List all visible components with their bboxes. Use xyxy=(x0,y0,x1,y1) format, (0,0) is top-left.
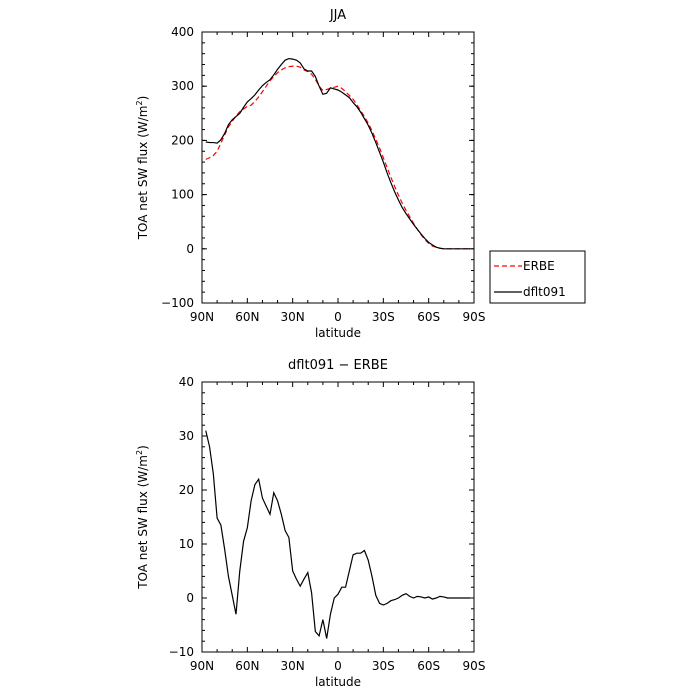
legend-entry-dflt091: dflt091 xyxy=(523,285,566,299)
y-tick-label: 300 xyxy=(171,79,194,93)
chart-title: JJA xyxy=(329,8,346,23)
y-axis-label-close: ) xyxy=(136,445,150,450)
y-tick-label: 40 xyxy=(179,375,194,389)
x-tick-label: 90N xyxy=(190,659,214,673)
y-tick-label: 10 xyxy=(179,537,194,551)
y-axis-label: TOA net SW flux (W/m2) xyxy=(135,96,150,241)
y-axis-label: TOA net SW flux (W/m2) xyxy=(135,445,150,590)
legend-box xyxy=(489,250,586,304)
chart-panel-1: 90N 60N 30N 0 30S 60S 90S −100 0 100 200 300 400 JJA l… xyxy=(135,8,586,340)
y-tick-label: −100 xyxy=(161,296,194,310)
x-axis-label: latitude xyxy=(315,326,361,340)
legend-entry-erbe: ERBE xyxy=(523,259,555,273)
x-tick-label: 90N xyxy=(190,310,214,324)
series-line-erbe xyxy=(205,65,471,250)
plot-frame xyxy=(201,381,475,653)
chart-panel-2: 90N 60N 30N 0 30S 60S 90S −10 0 10 20 30 40 dflt091 −… xyxy=(135,358,485,689)
chart-title: dflt091 − ERBE xyxy=(288,358,388,373)
y-tick-label: 100 xyxy=(171,188,194,202)
x-tick-label: 60N xyxy=(235,659,259,673)
plot-frame xyxy=(201,31,475,304)
x-tick-label: 0 xyxy=(334,310,342,324)
x-tick-label: 60S xyxy=(417,310,440,324)
y-axis-label-superscript: 2 xyxy=(135,100,144,105)
x-tick-label: 30N xyxy=(281,310,305,324)
y-tick-label: 0 xyxy=(186,242,194,256)
x-tick-label: 30N xyxy=(281,659,305,673)
y-tick-label: 30 xyxy=(179,429,194,443)
series-line-difference xyxy=(205,430,471,639)
y-tick-label: −10 xyxy=(169,645,194,659)
x-tick-label: 30S xyxy=(372,659,395,673)
x-tick-label: 90S xyxy=(463,659,486,673)
x-axis-label: latitude xyxy=(315,675,361,689)
x-tick-label: 90S xyxy=(463,310,486,324)
y-tick-label: 200 xyxy=(171,133,194,147)
y-tick-label: 0 xyxy=(186,591,194,605)
y-axis-label-superscript: 2 xyxy=(135,450,144,455)
y-tick-label: 400 xyxy=(171,25,194,39)
x-tick-label: 0 xyxy=(334,659,342,673)
legend: ERBE dflt091 xyxy=(489,250,586,304)
y-axis-label-main: TOA net SW flux (W/m xyxy=(136,106,150,241)
y-axis-label-main: TOA net SW flux (W/m xyxy=(136,455,150,590)
y-axis-label-close: ) xyxy=(136,96,150,101)
x-tick-label: 60N xyxy=(235,310,259,324)
x-tick-label: 60S xyxy=(417,659,440,673)
x-tick-label: 30S xyxy=(372,310,395,324)
y-tick-label: 20 xyxy=(179,483,194,497)
series-line-dflt091 xyxy=(205,57,471,250)
